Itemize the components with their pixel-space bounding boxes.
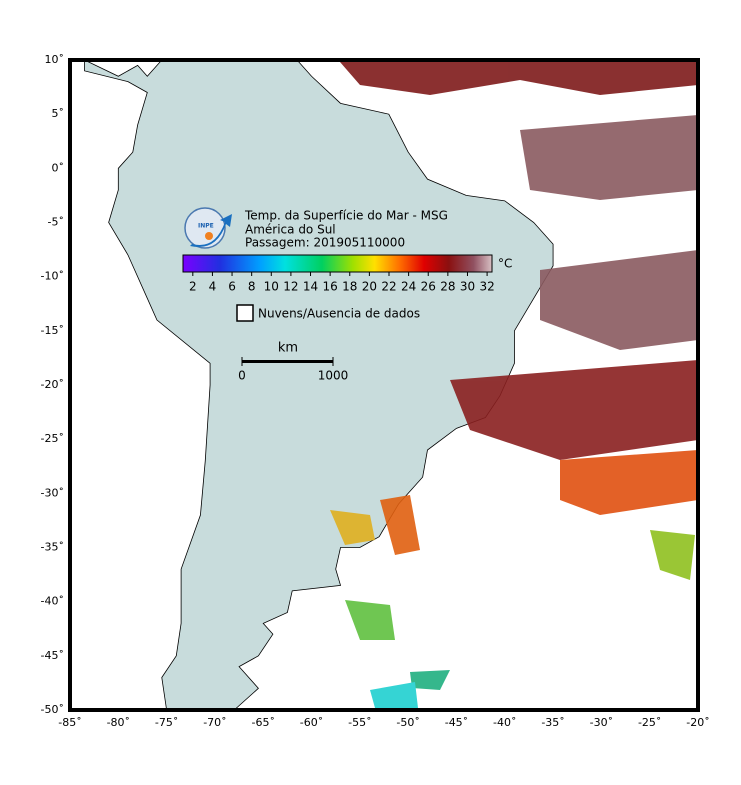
y-tick-label: -35˚ <box>41 541 64 554</box>
y-tick-label: -45˚ <box>41 649 64 662</box>
colorbar-tick-label: 20 <box>362 280 377 294</box>
scale-tick-label: 1000 <box>318 369 349 383</box>
colorbar-tick-label: 16 <box>323 280 338 294</box>
y-tick-label: -10˚ <box>41 270 64 283</box>
sst-patch <box>540 250 698 350</box>
colorbar-ticks: 2 4 6 8 10 12 14 16 18 20 22 24 26 28 30 32 <box>189 272 495 294</box>
y-tick-label: 5˚ <box>52 107 65 120</box>
sst-patch <box>650 530 695 580</box>
scale-tick-label: 0 <box>238 369 246 383</box>
x-tick-label: -20˚ <box>686 716 709 729</box>
colorbar-tick-label: 24 <box>401 280 416 294</box>
y-tick-label: -25˚ <box>41 432 64 445</box>
sst-patches <box>330 62 698 708</box>
x-tick-label: -75˚ <box>155 716 178 729</box>
sst-patch <box>560 450 698 515</box>
sst-patch <box>450 360 698 460</box>
logo-text: INPE <box>198 223 214 230</box>
colorbar-tick-label: 10 <box>264 280 279 294</box>
title: Temp. da Superfície do Mar - MSG <box>244 209 448 223</box>
x-tick-label: -25˚ <box>638 716 661 729</box>
scale-bar: 0 1000 <box>238 357 348 383</box>
x-tick-label: -70˚ <box>203 716 226 729</box>
sst-patch <box>410 670 450 690</box>
sst-patch <box>370 682 418 708</box>
y-tick-label: 10˚ <box>45 53 65 66</box>
y-tick-label: -20˚ <box>41 378 64 391</box>
frame <box>68 58 700 712</box>
x-tick-label: -65˚ <box>251 716 274 729</box>
colorbar-tick-label: 18 <box>342 280 357 294</box>
y-tick-label: -40˚ <box>41 595 64 608</box>
colorbar-tick-label: 14 <box>303 280 318 294</box>
colorbar-tick-label: 26 <box>421 280 436 294</box>
x-tick-label: -60˚ <box>300 716 323 729</box>
logo-arrow <box>190 214 232 248</box>
legend-label: Nuvens/Ausencia de dados <box>258 307 420 321</box>
region: América do Sul <box>245 223 336 237</box>
y-tick-label: -5˚ <box>48 216 64 229</box>
colorbar-tick-label: 8 <box>248 280 256 294</box>
logo-globe <box>184 207 226 249</box>
colorbar-tick-label: 6 <box>228 280 236 294</box>
pass-time: Passagem: 201905110000 <box>245 236 405 250</box>
sst-patch <box>340 62 698 95</box>
colorbar-tick-label: 4 <box>209 280 217 294</box>
colorbar-unit: °C <box>498 257 512 271</box>
x-tick-label: -80˚ <box>107 716 130 729</box>
colorbar-tick-label: 2 <box>189 280 197 294</box>
x-tick-label: -50˚ <box>396 716 419 729</box>
logo-sun <box>205 232 213 240</box>
colorbar-tick-label: 28 <box>440 280 455 294</box>
x-tick-label: -55˚ <box>348 716 371 729</box>
y-tick-label: -50˚ <box>41 703 64 716</box>
colorbar-tick-label: 32 <box>479 280 494 294</box>
y-tick-label: -30˚ <box>41 486 64 499</box>
scale-unit: km <box>278 341 298 356</box>
sst-patch <box>345 600 395 640</box>
x-tick-label: -85˚ <box>58 716 81 729</box>
x-tick-label: -30˚ <box>590 716 613 729</box>
x-tick-label: -35˚ <box>541 716 564 729</box>
colorbar-tick-label: 22 <box>381 280 396 294</box>
colorbar-tick-label: 12 <box>283 280 298 294</box>
x-tick-label: -40˚ <box>493 716 516 729</box>
legend-swatch <box>236 304 254 322</box>
y-tick-label: -15˚ <box>41 324 64 337</box>
logo: INPE <box>184 207 232 249</box>
x-tick-label: -45˚ <box>445 716 468 729</box>
sst-patch <box>520 115 698 200</box>
scale-bar-body <box>242 360 333 363</box>
colorbar <box>182 254 493 273</box>
y-tick-label: 0˚ <box>52 161 65 174</box>
colorbar-tick-label: 30 <box>460 280 475 294</box>
sst-patch <box>380 495 420 555</box>
axes: -85˚ -80˚ -75˚ -70˚ -65˚ -60˚ -55˚ -50˚ -45˚ -40˚… <box>41 53 710 729</box>
sst-patch <box>330 510 375 545</box>
